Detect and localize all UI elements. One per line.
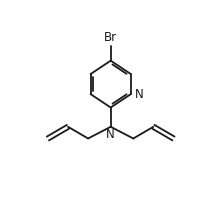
Text: N: N [135, 88, 143, 101]
Text: Br: Br [104, 31, 117, 44]
Text: N: N [106, 128, 115, 141]
